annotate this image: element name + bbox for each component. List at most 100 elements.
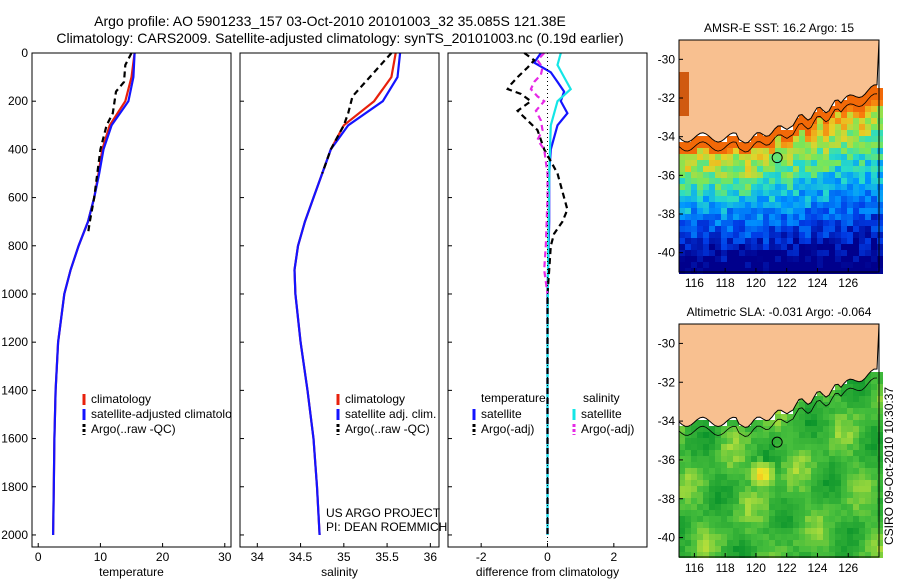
sla-cell	[721, 504, 727, 510]
sla-cell	[745, 456, 751, 462]
sst-cell	[799, 256, 805, 262]
sst-cell	[811, 124, 817, 130]
sla-cell	[679, 432, 685, 438]
sst-cell	[823, 142, 829, 148]
sst-cell	[691, 232, 697, 238]
map-sst-map: 116 118 120 122 124 126-30-32-34-36-38-40AMSR…	[658, 21, 883, 290]
sst-cell	[745, 196, 751, 202]
sst-cell	[817, 136, 823, 142]
sla-cell	[775, 432, 781, 438]
sst-cell	[685, 262, 691, 268]
sla-cell	[727, 504, 733, 510]
sla-cell	[775, 522, 781, 528]
sst-cell	[751, 256, 757, 262]
sst-cell	[691, 226, 697, 232]
sst-cell	[877, 94, 883, 100]
sla-cell	[823, 504, 829, 510]
sst-cell	[847, 124, 853, 130]
sla-cell	[727, 522, 733, 528]
sst-cell	[721, 142, 727, 148]
sla-cell	[775, 438, 781, 444]
sla-cell	[859, 552, 865, 558]
sst-cell	[859, 178, 865, 184]
sla-cell	[853, 492, 859, 498]
sst-cell	[823, 238, 829, 244]
sla-cell	[697, 456, 703, 462]
sst-cell	[841, 160, 847, 166]
sla-cell	[751, 528, 757, 534]
sst-cell	[799, 142, 805, 148]
sla-cell	[721, 534, 727, 540]
sla-cell	[769, 492, 775, 498]
sst-cell	[847, 142, 853, 148]
sst-cell	[877, 100, 883, 106]
sla-cell	[799, 402, 805, 408]
sla-cell	[763, 522, 769, 528]
sla-cell	[835, 402, 841, 408]
sla-cell	[679, 534, 685, 540]
sla-cell	[847, 432, 853, 438]
sla-cell	[853, 414, 859, 420]
sst-cell	[697, 256, 703, 262]
sst-cell	[697, 160, 703, 166]
sla-cell	[781, 522, 787, 528]
sla-cell	[721, 474, 727, 480]
sla-cell	[787, 510, 793, 516]
sst-cell	[721, 196, 727, 202]
sla-cell	[703, 426, 709, 432]
sst-cell	[775, 256, 781, 262]
sst-cell	[775, 136, 781, 142]
sla-cell	[679, 552, 685, 558]
sst-cell	[865, 190, 871, 196]
sla-cell	[775, 414, 781, 420]
sla-cell	[841, 450, 847, 456]
sst-cell	[745, 172, 751, 178]
sla-cell	[793, 510, 799, 516]
sla-cell	[715, 552, 721, 558]
sla-cell	[847, 414, 853, 420]
sst-cell	[841, 244, 847, 250]
sst-cell	[721, 166, 727, 172]
sla-cell	[829, 528, 835, 534]
sst-cell	[745, 184, 751, 190]
sla-cell	[721, 486, 727, 492]
sst-cell	[763, 160, 769, 166]
sst-cell	[769, 190, 775, 196]
sla-cell	[793, 414, 799, 420]
sla-cell	[811, 462, 817, 468]
sla-cell	[805, 522, 811, 528]
sst-cell	[817, 106, 823, 112]
sla-cell	[853, 540, 859, 546]
sst-cell	[691, 208, 697, 214]
sst-cell	[799, 262, 805, 268]
sst-cell	[835, 196, 841, 202]
sst-cell	[799, 196, 805, 202]
sst-cell	[865, 184, 871, 190]
sst-cell	[781, 208, 787, 214]
sla-cell	[835, 384, 841, 390]
sst-cell	[739, 262, 745, 268]
sst-cell	[787, 220, 793, 226]
sst-cell	[817, 262, 823, 268]
sst-cell	[817, 208, 823, 214]
sla-cell	[841, 474, 847, 480]
sst-cell	[787, 136, 793, 142]
sla-cell	[817, 474, 823, 480]
sla-cell	[697, 432, 703, 438]
sla-cell	[691, 492, 697, 498]
sla-cell	[685, 468, 691, 474]
sst-cell	[733, 268, 739, 274]
sla-cell	[793, 450, 799, 456]
sst-cell	[685, 232, 691, 238]
sst-cell	[817, 154, 823, 160]
sst-cell	[691, 190, 697, 196]
sst-cell	[715, 232, 721, 238]
sst-cell	[805, 118, 811, 124]
sla-cell	[865, 498, 871, 504]
sla-cell	[811, 396, 817, 402]
sst-cell	[739, 244, 745, 250]
sla-cell	[793, 432, 799, 438]
sst-cell	[757, 184, 763, 190]
